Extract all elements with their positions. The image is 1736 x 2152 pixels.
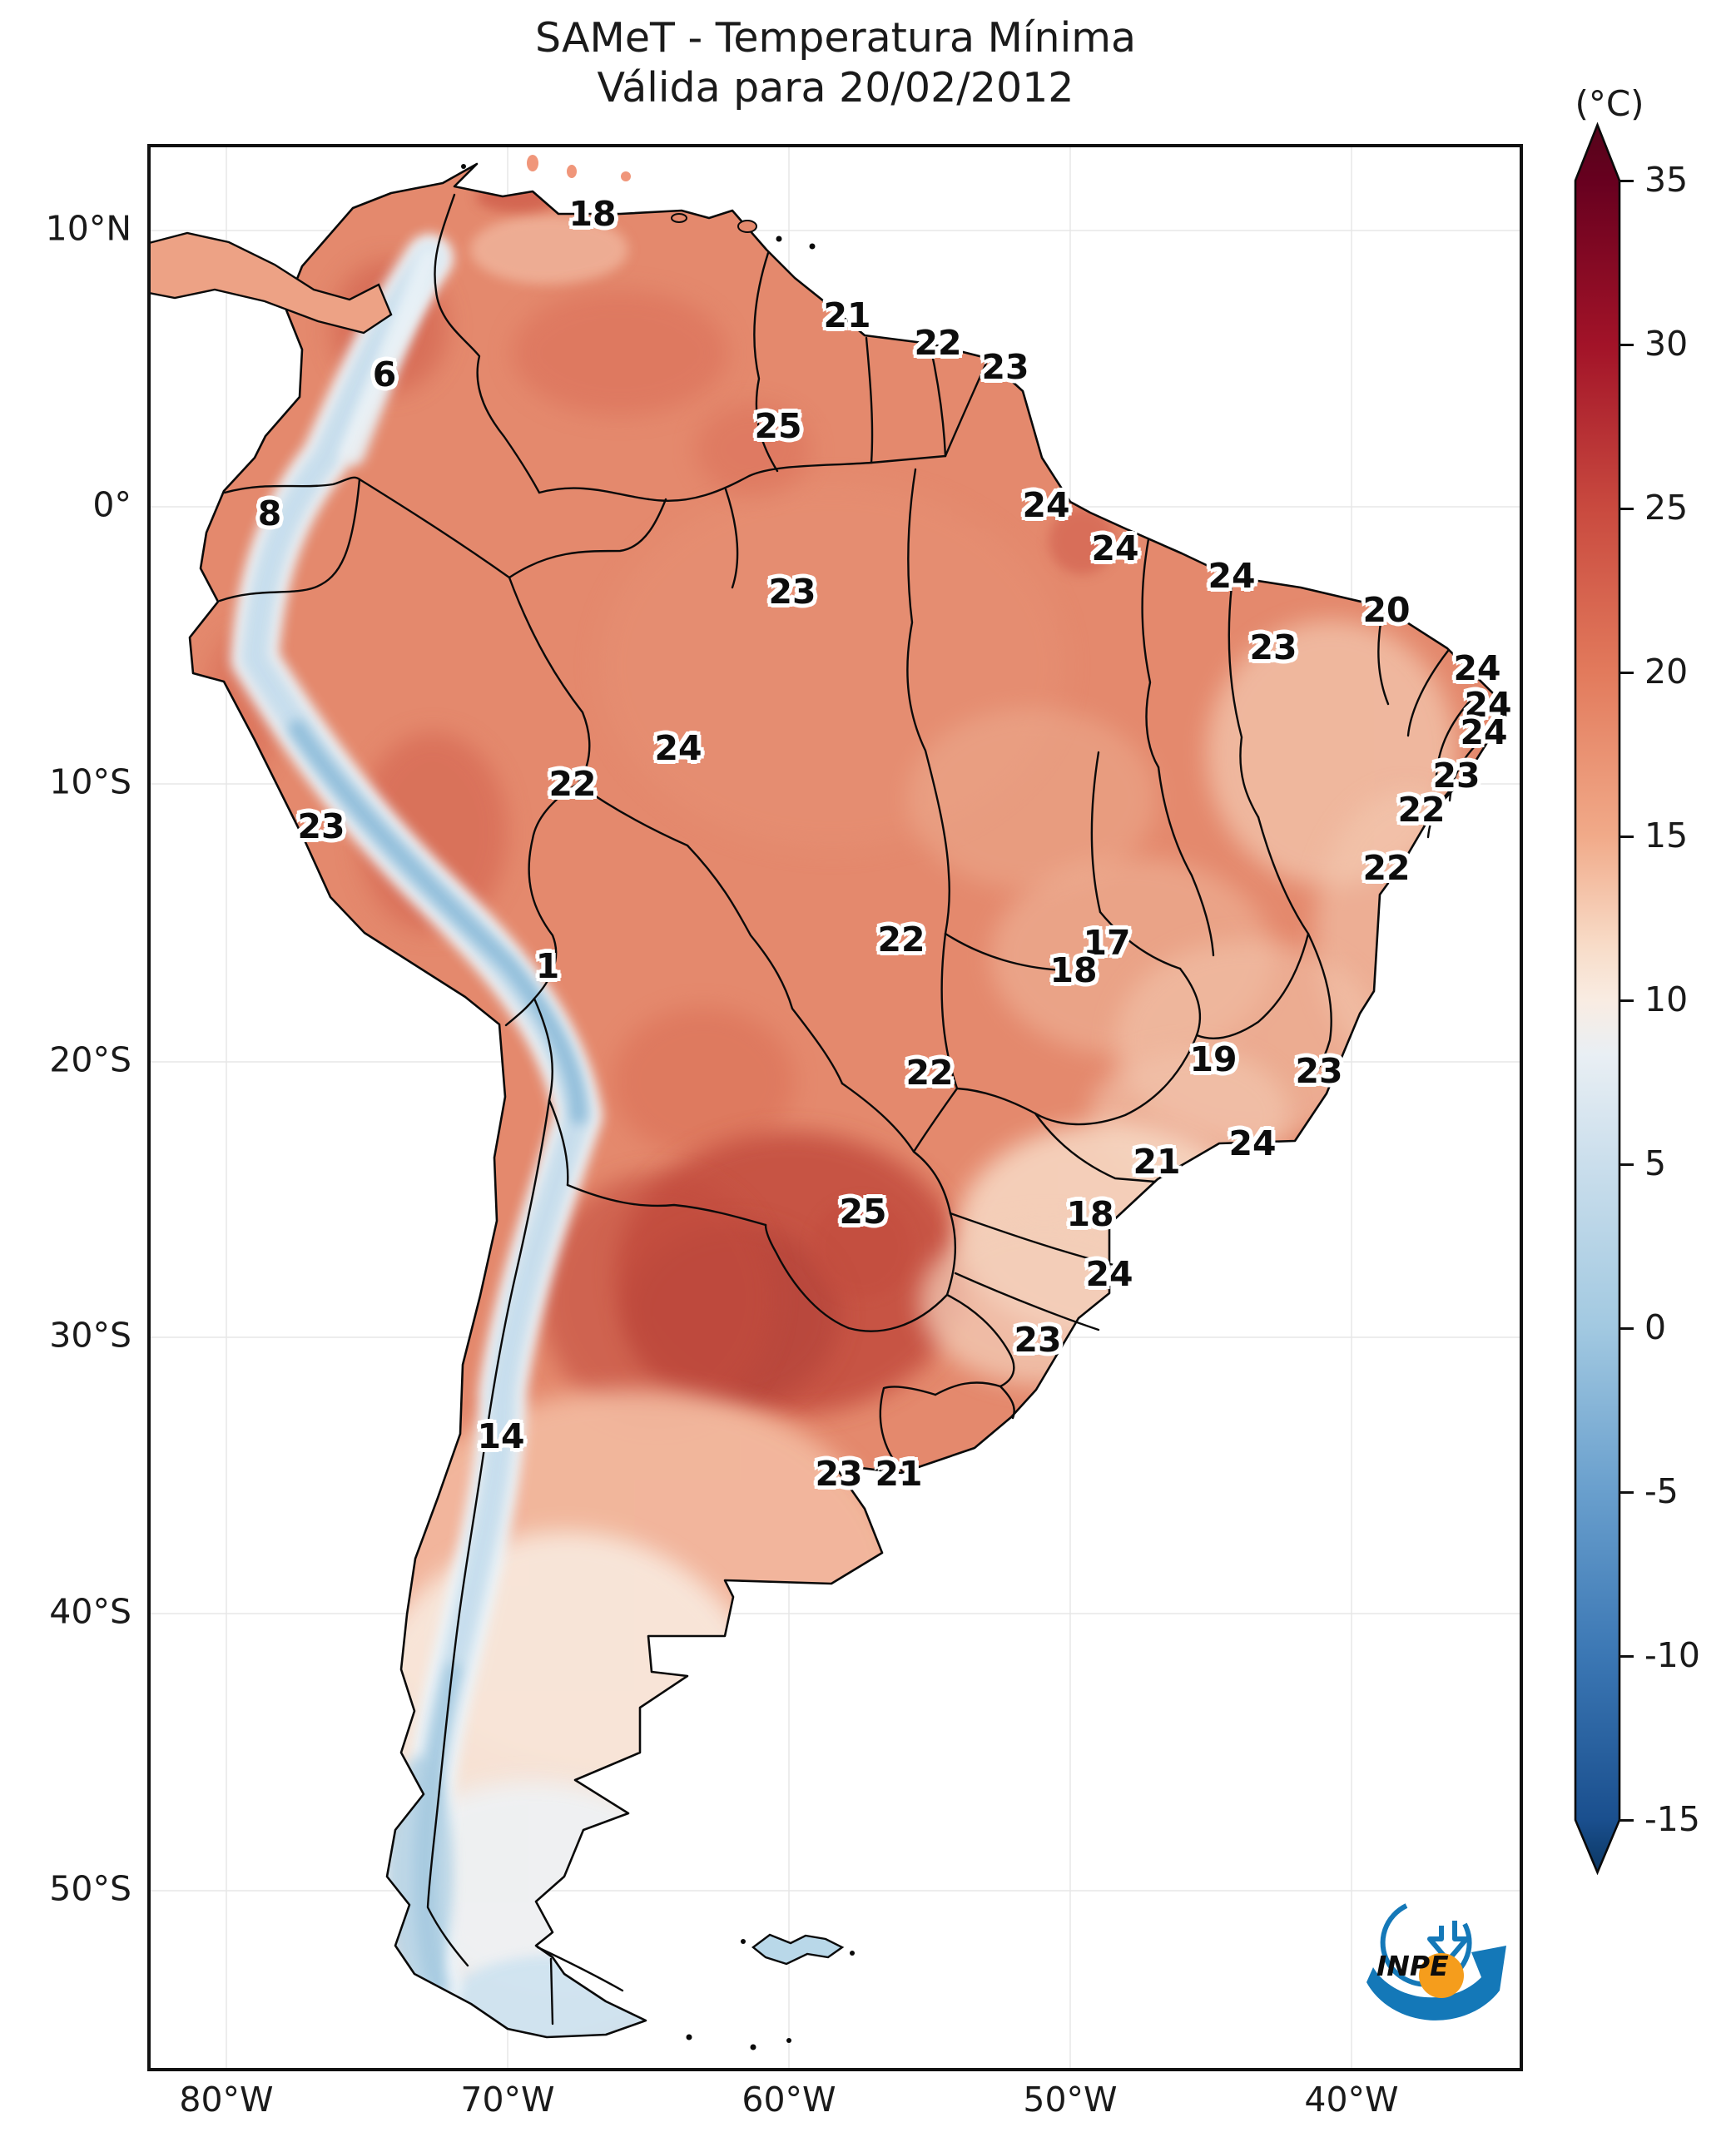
colorbar-tick-label: -10 [1644, 1635, 1700, 1676]
colorbar-tick-mark [1619, 1490, 1634, 1494]
colorbar-tick-label: 30 [1644, 324, 1689, 364]
temp-label: 18 [1049, 950, 1098, 990]
temp-label: 23 [815, 1454, 863, 1494]
colorbar-tick-label: 25 [1644, 488, 1689, 528]
colorbar-tick-mark [1619, 835, 1634, 838]
temp-label: 23 [1014, 1320, 1062, 1360]
temp-label: 25 [754, 406, 802, 446]
temp-label: 1 [535, 946, 560, 986]
colorbar-tick-label: 5 [1644, 1143, 1667, 1184]
temp-label: 24 [1460, 712, 1508, 752]
y-axis-tick-label: 40°S [49, 1591, 131, 1632]
temp-label: 22 [877, 920, 925, 959]
temp-label: 23 [981, 347, 1029, 387]
y-axis-tick-label: 10°N [45, 208, 131, 249]
logo-swoosh-arrow [1366, 1946, 1506, 2021]
temp-label: 22 [548, 764, 597, 804]
temp-label: 21 [823, 295, 871, 335]
colorbar-tick-label: -5 [1644, 1471, 1679, 1512]
temp-label: 22 [1397, 790, 1446, 830]
temp-label: 22 [914, 323, 962, 363]
temp-label: 24 [1228, 1123, 1277, 1163]
temp-label: 18 [1066, 1194, 1114, 1234]
temperature-field [190, 164, 1495, 2037]
temp-label: 24 [1464, 685, 1512, 725]
colorbar-tick-label: -15 [1644, 1799, 1700, 1840]
temp-label: 14 [477, 1416, 525, 1456]
colorbar-tick-mark [1619, 343, 1634, 346]
inpe-logo: INPE [1355, 1891, 1513, 2031]
colorbar-tick-label: 0 [1644, 1307, 1667, 1348]
temp-label: 24 [1208, 556, 1256, 596]
colorbar-tick-mark [1619, 1326, 1634, 1330]
colorbar-tick-label: 15 [1644, 816, 1689, 856]
x-axis-tick-label: 50°W [1023, 2080, 1118, 2120]
temp-label: 23 [768, 572, 816, 612]
colorbar-tick-mark [1619, 999, 1634, 1002]
colorbar-tick-label: 35 [1644, 160, 1689, 201]
colorbar-tick-mark [1619, 1163, 1634, 1166]
temp-label: 23 [1295, 1051, 1343, 1091]
islands [461, 155, 855, 2050]
y-axis-tick-label: 10°S [49, 761, 131, 802]
y-axis-tick-label: 20°S [49, 1039, 131, 1080]
plot-frame [147, 144, 1523, 2071]
temp-label: 23 [1432, 756, 1481, 796]
temp-label: 6 [372, 355, 397, 394]
temp-label: 24 [1453, 648, 1501, 688]
temp-label: 21 [875, 1454, 923, 1494]
logo-orbit-circle [1380, 1903, 1472, 1987]
colorbar-tick-mark [1619, 507, 1634, 510]
temp-label: 24 [654, 728, 702, 768]
x-axis-tick-label: 70°W [460, 2080, 555, 2120]
inpe-logo-graphic: INPE [1366, 1903, 1506, 2021]
colorbar-tick-mark [1619, 1818, 1634, 1822]
colorbar-tick-mark [1619, 179, 1634, 182]
temp-label: 24 [1085, 1254, 1133, 1294]
colorbar-tick-label: 10 [1644, 979, 1689, 1020]
temp-label: 18 [568, 194, 617, 234]
x-axis-tick-label: 60°W [742, 2080, 836, 2120]
temp-label: 23 [297, 806, 345, 846]
chart-title: SAMeT - Temperatura Mínima [535, 14, 1136, 62]
temp-label: 25 [839, 1192, 887, 1232]
y-axis-tick-label: 30°S [49, 1315, 131, 1356]
temp-label: 20 [1362, 590, 1411, 630]
temp-label: 22 [1362, 848, 1411, 888]
colorbar-unit-label: (°C) [1575, 83, 1644, 124]
temp-label: 24 [1022, 485, 1070, 525]
chart-subtitle: Válida para 20/02/2012 [597, 64, 1074, 112]
panama-land [147, 231, 393, 335]
colorbar-tick-mark [1619, 671, 1634, 674]
political-borders [218, 193, 1490, 2026]
y-axis-tick-label: 50°S [49, 1868, 131, 1909]
temp-label: 21 [1133, 1142, 1181, 1182]
andes-cold-band [231, 234, 603, 2011]
temp-label: 19 [1189, 1039, 1238, 1079]
colorbar-tick-mark [1619, 1654, 1634, 1658]
temp-label: 17 [1083, 923, 1131, 963]
temp-label: 22 [905, 1053, 954, 1093]
colorbar-tick-label: 20 [1644, 652, 1689, 692]
logo-orange-dot [1419, 1953, 1464, 1998]
x-axis-tick-label: 80°W [179, 2080, 274, 2120]
continent-outline [188, 162, 1496, 2039]
temp-label: 24 [1091, 528, 1139, 568]
temp-label: 8 [257, 493, 282, 533]
colorbar [1574, 121, 1621, 1876]
y-axis-tick-label: 0° [92, 484, 131, 525]
logo-text: INPE [1376, 1950, 1449, 1982]
temp-label: 23 [1249, 627, 1297, 667]
x-axis-tick-label: 40°W [1304, 2080, 1399, 2120]
